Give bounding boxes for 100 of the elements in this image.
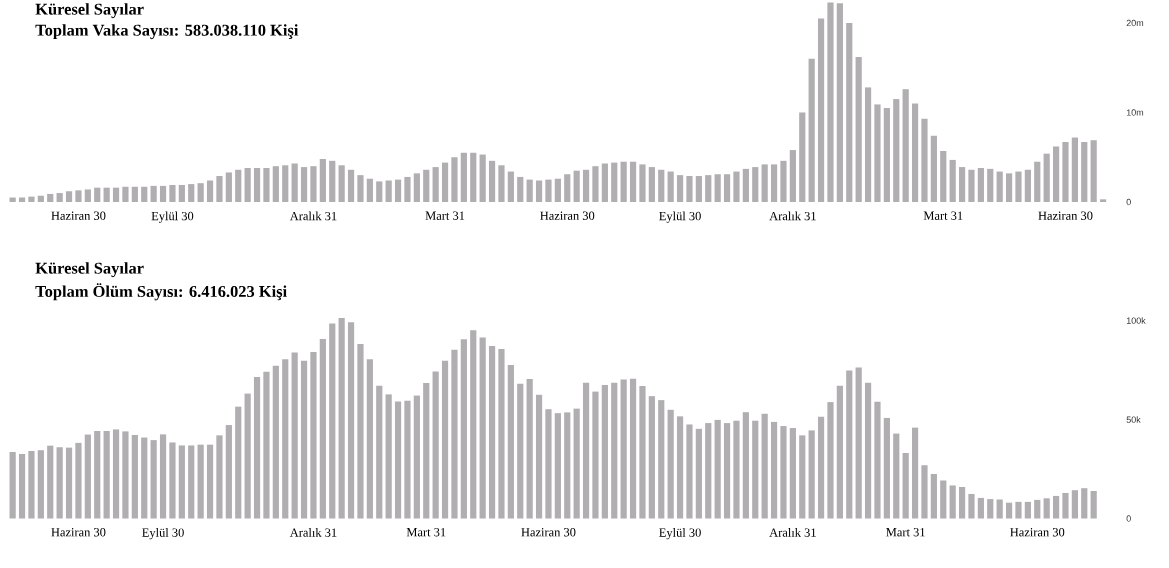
chart-title: Küresel Sayılar (35, 262, 144, 278)
bar (911, 103, 919, 202)
bar (441, 360, 449, 519)
bar (197, 444, 204, 519)
bar (329, 160, 336, 202)
bar (263, 371, 270, 519)
bar (1090, 490, 1097, 519)
bar (714, 419, 721, 519)
bar (282, 359, 289, 519)
x-tick-label: Mart 31 (425, 211, 465, 220)
bar (376, 181, 383, 202)
bar (413, 173, 420, 202)
bar (996, 171, 1003, 202)
bar (263, 167, 270, 202)
bar (169, 184, 176, 202)
bar (1071, 490, 1078, 519)
bar (319, 159, 326, 202)
bar (413, 395, 420, 519)
bar (1015, 171, 1022, 202)
bar (864, 87, 872, 202)
bar (28, 450, 35, 519)
bar (752, 420, 759, 519)
bar (329, 323, 336, 519)
bar (56, 447, 63, 519)
bar (714, 174, 721, 202)
bar (488, 346, 496, 519)
bar (620, 161, 627, 202)
bar (799, 435, 806, 519)
bar (949, 159, 956, 202)
bar (84, 189, 91, 202)
bar (65, 447, 73, 519)
bar (385, 180, 392, 202)
bar (987, 168, 994, 202)
bar (545, 179, 552, 202)
bar (930, 473, 937, 519)
bar (122, 186, 129, 202)
bar (498, 349, 505, 519)
x-tick-label: Haziran 30 (521, 528, 576, 537)
bar (611, 162, 618, 202)
bar (423, 169, 430, 202)
bar (705, 175, 712, 202)
bar (902, 89, 909, 202)
bar (564, 174, 571, 202)
bar (300, 360, 308, 519)
bar (1052, 146, 1060, 202)
bar (921, 465, 928, 519)
bar (846, 370, 853, 519)
bar (827, 2, 834, 202)
bar (131, 186, 138, 202)
bar (1081, 488, 1088, 519)
bar (977, 497, 984, 519)
bar (103, 431, 110, 519)
bar (206, 444, 214, 519)
bar (188, 445, 195, 519)
bar (338, 317, 345, 519)
bar (235, 406, 242, 519)
bar (216, 435, 223, 519)
bar (987, 499, 994, 519)
y-tick-label: 50k (1126, 416, 1141, 423)
bar (235, 169, 242, 202)
bar (695, 176, 702, 202)
bar (1052, 495, 1060, 519)
x-tick-label: Haziran 30 (51, 211, 106, 220)
bar (902, 452, 909, 519)
bar (169, 442, 176, 519)
bar (451, 157, 458, 202)
x-tick-label: Eylül 30 (142, 528, 184, 540)
bar (996, 499, 1003, 519)
bar (761, 413, 768, 519)
bar (479, 337, 486, 519)
bar (272, 166, 279, 202)
bar (225, 425, 232, 519)
bar (780, 426, 787, 519)
bar (742, 168, 749, 202)
bar (893, 99, 900, 202)
bar (159, 434, 167, 519)
bar (206, 180, 214, 202)
bar (827, 402, 834, 519)
bar (958, 167, 966, 202)
bar (150, 185, 157, 202)
bar (357, 175, 364, 202)
bar (56, 193, 63, 202)
bar (75, 442, 82, 519)
bar (883, 108, 890, 202)
bar (112, 429, 120, 519)
bar (291, 163, 298, 202)
bar (498, 165, 505, 202)
bar (1062, 142, 1069, 202)
bar (1005, 173, 1013, 202)
bar (1081, 142, 1088, 202)
bar (526, 179, 533, 202)
bar (347, 322, 355, 519)
bar (1015, 501, 1022, 519)
bar (1043, 153, 1050, 202)
bar (752, 167, 759, 202)
bar (253, 376, 261, 519)
bar (629, 378, 637, 519)
bar (1034, 499, 1041, 519)
bar (526, 378, 533, 519)
bar (131, 434, 138, 519)
